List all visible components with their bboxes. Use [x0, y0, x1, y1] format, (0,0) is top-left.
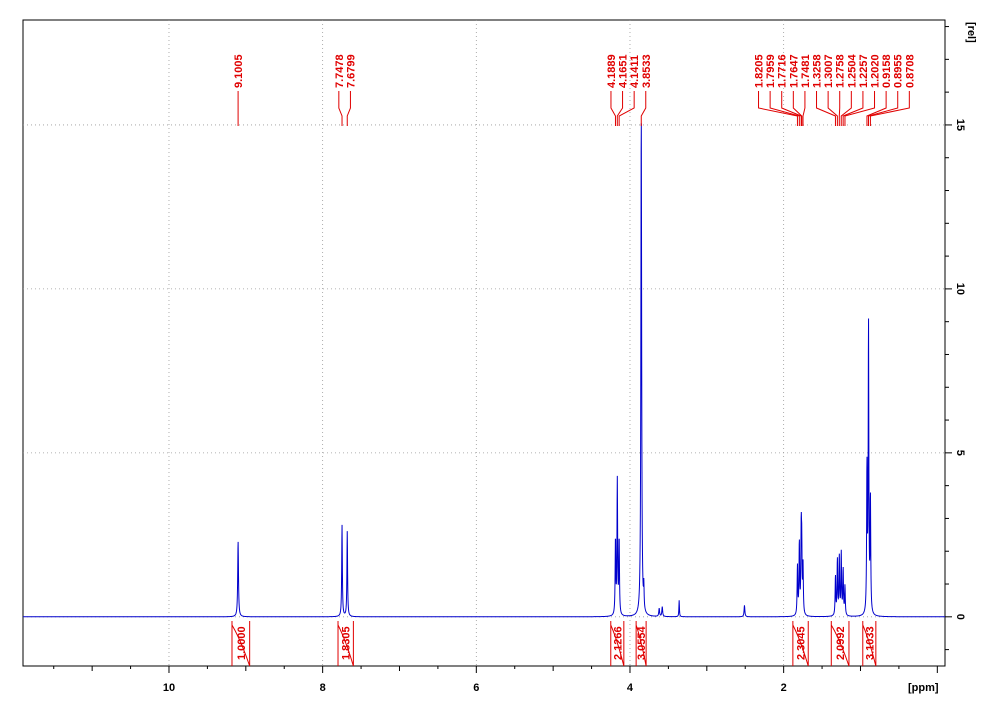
peak-label: 1.2504 [846, 53, 858, 88]
integral-value-label: 2.3045 [796, 626, 808, 660]
y-tick-label: 0 [954, 614, 966, 620]
peak-label: 1.2020 [870, 54, 882, 88]
x-tick-label: 2 [781, 682, 787, 694]
integral-value-label: 2.0992 [835, 626, 847, 660]
peak-label-connector [616, 91, 624, 126]
peak-label: 3.8533 [641, 54, 653, 88]
peak-label-connector [827, 91, 838, 126]
x-tick-label: 8 [320, 682, 326, 694]
peak-label: 1.7647 [788, 54, 800, 88]
plot-frame [22, 19, 946, 667]
peak-label-connector [802, 91, 806, 126]
peak-label-connector [781, 91, 802, 126]
peak-label: 1.7959 [765, 54, 777, 88]
axes: 10 8 6 4 2 0 5 10 15 [53, 26, 966, 694]
x-axis-unit-label: [ppm] [908, 682, 939, 694]
peak-label-connector [844, 91, 876, 126]
peak-label-connector [346, 91, 351, 126]
y-axis-unit-label: [rel] [965, 22, 977, 43]
peak-label: 1.3258 [812, 54, 824, 88]
peak-label-connector [338, 91, 343, 126]
peak-label-connector [816, 91, 836, 126]
peak-label-connector [618, 91, 635, 126]
x-tick-label: 10 [163, 682, 175, 694]
peak-label: 1.2257 [858, 54, 870, 88]
peak-label: 0.8708 [904, 54, 916, 88]
peak-label: 4.1411 [629, 55, 641, 88]
x-tick-label: 6 [473, 682, 479, 694]
integral-value-label: 3.1033 [864, 626, 876, 660]
integral-bracket [635, 621, 647, 667]
peak-label-connector [640, 91, 647, 126]
peak-label-connector [868, 91, 899, 126]
integral-value-label: 1.0000 [236, 626, 248, 660]
peak-label: 9.1005 [233, 54, 245, 88]
peak-label: 1.2758 [835, 54, 847, 88]
peak-label-connector [869, 91, 910, 126]
peak-label: 4.1889 [606, 54, 618, 88]
integral-bracket [231, 621, 251, 667]
peak-label-connector [769, 91, 800, 126]
integral-bracket [610, 621, 625, 667]
spectrum-line [23, 123, 945, 618]
integral-bracket [862, 621, 877, 667]
integral-bracket [792, 621, 809, 667]
spectrum-trace [23, 123, 945, 618]
integral-bracket [337, 621, 354, 667]
peak-label: 0.8955 [893, 54, 905, 88]
peak-label-connector [866, 91, 887, 126]
integral-value-label: 2.1266 [612, 626, 624, 660]
peak-label-connector [792, 91, 803, 126]
y-tick-label: 15 [954, 119, 966, 131]
peak-label-connector [842, 91, 864, 126]
y-tick-label: 5 [954, 450, 966, 456]
integral-value-label: 3.0554 [636, 625, 648, 660]
integral-annotations: 1.0000 1.8305 2.1266 3.0554 2.3045 2.0992 3.10… [231, 621, 877, 667]
peak-label: 7.7478 [334, 54, 346, 88]
integral-bracket [830, 621, 850, 667]
y-tick-label: 10 [954, 283, 966, 295]
peak-label: 1.7716 [777, 54, 789, 88]
peak-label: 1.3007 [823, 54, 835, 88]
peak-label: 1.7481 [800, 54, 812, 88]
peak-label-connector [610, 91, 616, 126]
x-tick-label: 4 [627, 682, 634, 694]
peak-label: 4.1651 [618, 54, 630, 88]
peak-label-connector [840, 91, 852, 126]
peak-label: 1.8205 [754, 54, 766, 88]
integral-value-label: 1.8305 [341, 626, 353, 660]
peak-label: 7.6799 [345, 54, 357, 88]
peak-label: 0.9158 [881, 54, 893, 88]
peak-label-connector [758, 91, 798, 126]
peak-annotations: 9.1005 7.7478 7.6799 4.1889 4.1651 4.1411 3.85… [233, 53, 916, 126]
